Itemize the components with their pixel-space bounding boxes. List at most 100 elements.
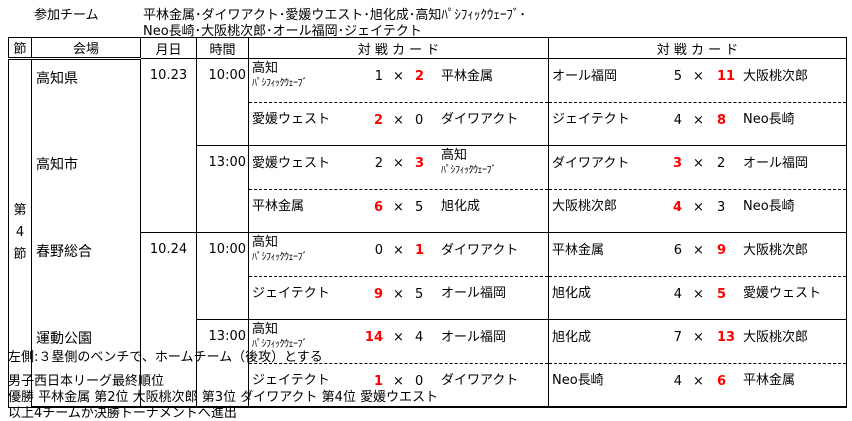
venue-cell: 高知市	[31, 145, 141, 189]
match-row: 愛媛ウェスト 2 × 0 ダイワアクト ジェイテクト 4 × 8 Neo長崎	[9, 101, 847, 146]
away-team-name: 大阪桃次郎	[743, 68, 809, 84]
match-card: 愛媛ウェスト 2 × 0 ダイワアクト	[248, 101, 549, 146]
home-team-name: Neo長崎	[552, 373, 604, 388]
away-team: 高知 ﾊﾟｼﾌｨｯｸｳｪｰﾌﾞ	[441, 146, 497, 180]
home-team-name: 愛媛ウェスト	[252, 155, 331, 171]
match-card: 旭化成 4 × 5 愛媛ウェスト	[548, 275, 847, 320]
away-score: 6	[717, 373, 727, 389]
header-venue: 会場	[31, 37, 141, 60]
away-team: ダイワアクト	[441, 364, 518, 398]
home-team: ダイワアクト	[552, 146, 629, 180]
teams-label: 参加チーム	[34, 8, 99, 23]
home-score: 14	[364, 330, 383, 345]
bench-note: 左側:３塁側のベンチで、ホームチーム（後攻）とする	[8, 350, 323, 365]
versus-mark: ×	[393, 373, 404, 389]
versus-mark: ×	[393, 286, 404, 302]
home-score: 7	[673, 330, 682, 345]
home-team: 平林金属	[252, 190, 304, 224]
versus-mark: ×	[393, 69, 404, 84]
home-team-subname: ﾊﾟｼﾌｨｯｸｳｪｰﾌﾞ	[252, 78, 308, 89]
venue-cell	[31, 102, 141, 146]
header-card2: 対 戦 カ ー ド	[548, 37, 847, 59]
home-score: 9	[373, 286, 383, 302]
match-card: 愛媛ウェスト 2 × 3 高知 ﾊﾟｼﾌｨｯｸｳｪｰﾌﾞ	[248, 145, 549, 189]
match-row: ジェイテクト 9 × 5 オール福岡 旭化成 4 × 5 愛媛ウェスト	[9, 275, 847, 320]
schedule-table: 節 会場 月日 時間 対 戦 カ ー ド 対 戦 カ ー ド 第 4 節高知県 1…	[8, 37, 847, 408]
away-score: 5	[717, 286, 727, 302]
home-team-subname: ﾊﾟｼﾌｨｯｸｳｪｰﾌﾞ	[252, 339, 308, 350]
match-card: 高知 ﾊﾟｼﾌｨｯｸｳｪｰﾌﾞ 1 × 2 平林金属	[248, 58, 549, 102]
away-team-name: オール福岡	[743, 155, 809, 171]
home-team-name: 大阪桃次郎	[552, 199, 618, 214]
home-team: 高知 ﾊﾟｼﾌｨｯｸｳｪｰﾌﾞ	[252, 59, 308, 93]
time-cell: 10:00	[196, 232, 249, 276]
away-team: 大阪桃次郎	[743, 59, 808, 93]
away-score: 0	[415, 373, 424, 389]
away-team: オール福岡	[441, 277, 506, 311]
date-cell	[140, 145, 197, 189]
home-team: 平林金属	[552, 233, 604, 267]
home-team-name: 平林金属	[252, 199, 305, 214]
advance-note: 以上4チームが決勝トーナメントへ進出	[8, 406, 237, 421]
date-cell	[140, 363, 197, 408]
match-card: ジェイテクト 4 × 8 Neo長崎	[548, 101, 847, 146]
match-row: 高知市 13:00 愛媛ウェスト 2 × 3 高知 ﾊﾟｼﾌｨｯｸｳｪｰﾌﾞ ダイワアクト 3 × 2…	[9, 145, 847, 189]
match-card: 高知 ﾊﾟｼﾌｨｯｸｳｪｰﾌﾞ 14 × 4 オール福岡	[248, 319, 549, 363]
home-team: 大阪桃次郎	[552, 190, 617, 224]
versus-mark: ×	[393, 112, 404, 128]
away-team: 愛媛ウェスト	[743, 277, 821, 311]
away-score: 3	[717, 199, 726, 215]
away-score: 2	[415, 69, 425, 84]
venue-cell: 春野総合	[31, 232, 141, 276]
away-team-name: 旭化成	[441, 199, 481, 214]
away-score: 8	[717, 112, 727, 128]
home-team-name: 平林金属	[552, 242, 605, 258]
match-row: 運動公園 13:00 高知 ﾊﾟｼﾌｨｯｸｳｪｰﾌﾞ 14 × 4 オール福岡 旭化成 7 × 13 大…	[9, 319, 847, 363]
versus-mark: ×	[693, 69, 704, 84]
teams-list-line2: Neo長崎･大阪桃次郎･オール福岡･ジェイテクト	[143, 24, 422, 39]
away-team: 平林金属	[441, 59, 493, 93]
date-cell	[140, 189, 197, 233]
away-team-name: 平林金属	[441, 68, 494, 84]
standings-title: 男子西日本リーグ最終順位	[8, 374, 165, 389]
home-team-name: ジェイテクト	[552, 112, 630, 127]
versus-mark: ×	[693, 112, 704, 128]
away-team-name: ダイワアクト	[441, 112, 519, 127]
away-score: 2	[717, 156, 726, 171]
away-team: 大阪桃次郎	[743, 320, 808, 354]
home-team: 旭化成	[552, 320, 591, 354]
venue-cell: 高知県	[31, 58, 141, 102]
versus-mark: ×	[693, 330, 704, 345]
home-team-name: オール福岡	[552, 68, 618, 84]
away-score: 1	[415, 243, 425, 258]
teams-list-line1: 平林金属･ダイワアクト･愛媛ウエスト･旭化成･高知ﾊﾟｼﾌｨｯｸｳｪｰﾌﾞ･	[143, 8, 526, 23]
home-team-name: 高知	[252, 235, 279, 250]
home-score: 4	[673, 112, 682, 128]
away-team: Neo長崎	[743, 103, 795, 137]
away-score: 11	[717, 69, 736, 84]
away-team: ダイワアクト	[441, 233, 518, 267]
away-score: 3	[415, 156, 425, 171]
home-team-name: 愛媛ウェスト	[252, 112, 331, 127]
away-score: 13	[717, 330, 736, 345]
home-score: 6	[673, 243, 682, 258]
away-team: 旭化成	[441, 190, 480, 224]
header-setsu: 節	[8, 37, 32, 60]
home-team-subname: ﾊﾟｼﾌｨｯｸｳｪｰﾌﾞ	[252, 252, 308, 263]
away-team-name: オール福岡	[441, 329, 507, 345]
match-card: 旭化成 7 × 13 大阪桃次郎	[548, 319, 847, 363]
away-team-name: 大阪桃次郎	[743, 242, 809, 258]
home-team: ジェイテクト	[252, 364, 330, 398]
venue-cell	[31, 189, 141, 233]
home-team: ジェイテクト	[252, 277, 330, 311]
away-team-name: 愛媛ウェスト	[743, 286, 822, 301]
away-team: 大阪桃次郎	[743, 233, 808, 267]
versus-mark: ×	[693, 156, 704, 171]
home-score: 4	[673, 373, 682, 389]
home-team: ジェイテクト	[552, 103, 630, 137]
versus-mark: ×	[693, 199, 704, 215]
header-card1: 対 戦 カ ー ド	[248, 37, 549, 59]
time-cell	[196, 102, 249, 146]
versus-mark: ×	[393, 199, 404, 215]
match-card: ダイワアクト 3 × 2 オール福岡	[548, 145, 847, 189]
